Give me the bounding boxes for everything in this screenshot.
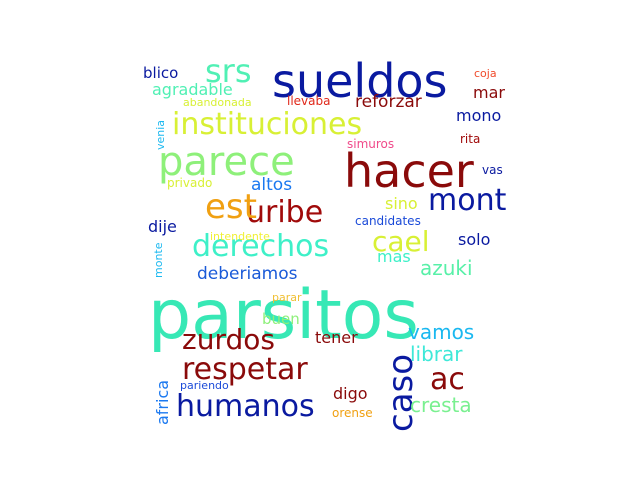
word-humanos: humanos bbox=[176, 389, 315, 424]
word-est: est bbox=[205, 187, 257, 227]
word-cael: cael bbox=[372, 225, 430, 258]
word-monte: monte bbox=[152, 242, 165, 279]
word-digo: digo bbox=[333, 384, 368, 403]
word-candidates: candidates bbox=[355, 214, 421, 228]
word-sueldos: sueldos bbox=[272, 54, 448, 108]
word-hacer: hacer bbox=[344, 144, 474, 198]
word-dije: dije bbox=[148, 217, 177, 236]
word-llevaba: llevaba bbox=[287, 94, 331, 108]
word-simuros: simuros bbox=[347, 137, 395, 151]
word-orense: orense bbox=[332, 406, 373, 420]
word-privado: privado bbox=[167, 176, 213, 190]
word-azuki: azuki bbox=[420, 256, 473, 280]
word-derechos: derechos bbox=[192, 229, 330, 264]
word-mas: mas bbox=[377, 247, 411, 266]
word-instituciones: instituciones bbox=[172, 107, 363, 142]
word-blico: blico bbox=[143, 64, 179, 82]
word-intendente: intendente bbox=[210, 230, 270, 243]
word-vamos: vamos bbox=[408, 320, 475, 344]
word-parsitos: parsitos bbox=[148, 276, 419, 355]
word-parece: parece bbox=[158, 139, 295, 185]
word-librar: librar bbox=[410, 342, 463, 366]
word-sino: sino bbox=[385, 194, 418, 213]
word-mono: mono bbox=[456, 106, 502, 125]
word-deberiamos: deberiamos bbox=[197, 264, 298, 284]
word-mont: mont bbox=[428, 183, 507, 218]
word-vas: vas bbox=[482, 163, 503, 177]
word-parar: parar bbox=[272, 291, 302, 304]
word-reforzar: reforzar bbox=[355, 92, 422, 112]
word-uribe: uribe bbox=[246, 195, 324, 230]
word-tener: tener bbox=[315, 328, 358, 347]
word-africa: africa bbox=[153, 379, 172, 425]
word-solo: solo bbox=[458, 230, 491, 249]
word-rita: rita bbox=[460, 132, 481, 146]
word-agradable: agradable bbox=[152, 80, 233, 99]
word-respetar: respetar bbox=[182, 352, 308, 387]
word-srs: srs bbox=[205, 52, 252, 90]
word-ac: ac bbox=[430, 362, 465, 397]
word-zurdos: zurdos bbox=[182, 323, 275, 356]
word-mar: mar bbox=[473, 83, 505, 102]
word-venia: venia bbox=[154, 119, 167, 150]
word-altos: altos bbox=[251, 175, 293, 195]
word-abandonada: abandonada bbox=[183, 96, 252, 109]
word-cresta: cresta bbox=[410, 393, 472, 417]
word-pariendo: pariendo bbox=[180, 379, 229, 392]
word-buen: buen bbox=[262, 310, 300, 328]
word-coja: coja bbox=[474, 67, 497, 80]
